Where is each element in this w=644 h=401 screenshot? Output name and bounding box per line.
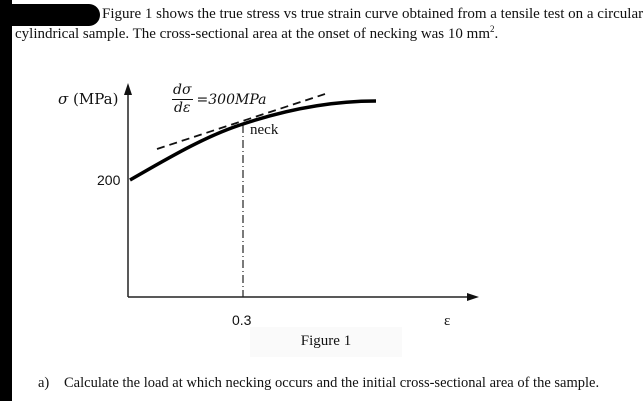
figure-caption: Figure 1 [250,327,402,357]
question-a: a) Calculate the load at which necking oc… [38,375,599,392]
question-label: a) [38,375,50,391]
x-axis-label: ε [444,313,451,329]
superscript: 2 [489,24,495,34]
neck-label: neck [250,122,279,138]
y-tick-200: 200 [97,172,121,188]
intro-line-2-text: cylindrical sample. The cross-sectional … [15,26,490,42]
x-axis-arrow-icon [467,293,479,301]
slope-annotation: dσ dε = 300MPa [172,82,266,117]
derivative-fraction: dσ dε [172,82,193,117]
fraction-numerator: dσ [172,82,193,100]
equals-sign: = [196,91,209,108]
period: . [494,26,499,42]
question-text: Calculate the load at which necking occu… [64,375,600,391]
sigma-symbol: σ [58,90,69,108]
intro-line-1: Figure 1 shows the true stress vs true s… [102,6,644,22]
y-axis-arrow-icon [124,83,132,95]
fraction-denominator: dε [174,100,191,116]
intro-line-2: cylindrical sample. The cross-sectional … [15,24,498,43]
slope-value: 300MPa [208,91,267,108]
tangent-line [156,93,326,150]
y-axis-label: σ (MPa) [58,90,118,108]
y-unit: (MPa) [68,90,119,108]
x-tick-0-3: 0.3 [232,312,252,328]
redaction-block [0,4,100,26]
left-border-bar [0,0,12,401]
stress-strain-curve [129,99,377,182]
